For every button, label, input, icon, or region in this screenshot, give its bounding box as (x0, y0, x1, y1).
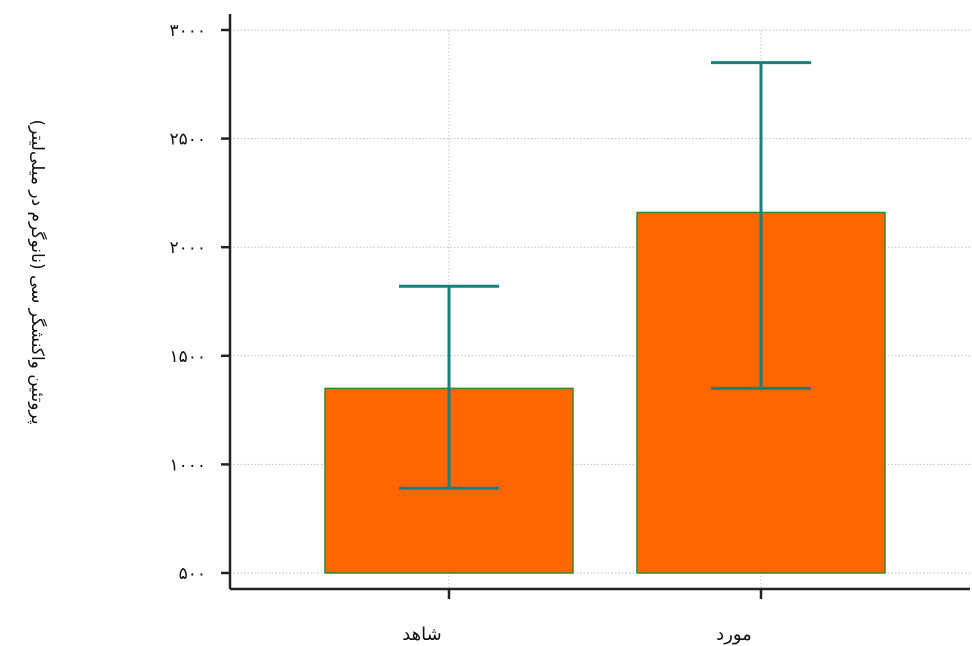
bars (324, 211, 886, 574)
x-category-label-1: مورد (716, 624, 752, 645)
y-axis-label: پروتئین واکنشگر سی (نانوگرم در میلی‌لیتر… (27, 119, 48, 424)
y-tick-label-0: ۵۰۰ (179, 564, 206, 584)
x-categories: شاهد مورد (402, 589, 763, 645)
error-bars (399, 61, 811, 490)
y-tick-label-2: ۱۵۰۰ (169, 347, 206, 367)
y-tick-label-4: ۲۵۰۰ (169, 130, 206, 150)
y-tick-label-1: ۱۰۰۰ (169, 455, 206, 475)
y-ticks: ۵۰۰ ۱۰۰۰ ۱۵۰۰ ۲۰۰۰ ۲۵۰۰ ۳۰۰۰ (169, 21, 230, 584)
axes (228, 14, 970, 591)
y-tick-label-5: ۳۰۰۰ (169, 21, 206, 41)
x-category-label-0: شاهد (402, 624, 442, 645)
y-tick-label-3: ۲۰۰۰ (169, 238, 206, 258)
